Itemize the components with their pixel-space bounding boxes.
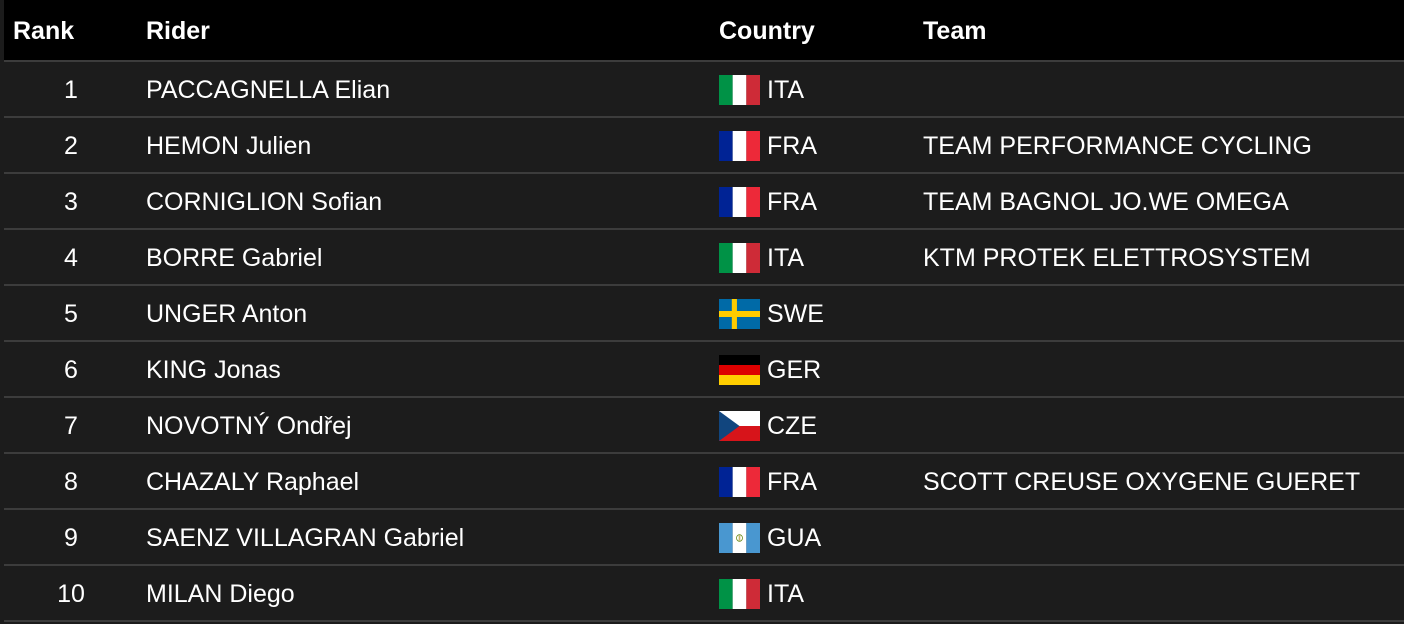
france-flag-icon [719,187,760,217]
team-name[interactable]: KTM PROTEK ELETTROSYSTEM [923,244,1311,272]
rank-cell: 10 [57,580,85,608]
italy-flag-icon [719,75,760,105]
country-code: ITA [767,580,805,608]
country-code: GER [767,356,822,384]
rider-name[interactable]: CHAZALY Raphael [146,468,360,496]
team-name[interactable]: TEAM BAGNOL JO.WE OMEGA [923,188,1289,216]
header-rider[interactable]: Rider [146,17,210,45]
france-flag-icon [719,131,760,161]
rank-cell: 4 [64,244,78,272]
rider-name[interactable]: CORNIGLION Sofian [146,188,383,216]
header-rank[interactable]: Rank [13,17,75,45]
table-header: Rank Rider Country Team [4,0,1404,60]
rider-name[interactable]: NOVOTNÝ Ondřej [146,412,352,440]
table-row: 3 CORNIGLION Sofian FRA TEAM BAGNOL JO.W… [4,172,1404,228]
table-row: 4 BORRE Gabriel ITA KTM PROTEK ELETTROSY… [4,228,1404,284]
rider-name[interactable]: PACCAGNELLA Elian [146,76,391,104]
country-code: FRA [767,468,817,496]
rank-cell: 8 [64,468,78,496]
italy-flag-icon [719,579,760,609]
rider-name[interactable]: BORRE Gabriel [146,244,323,272]
country-code: FRA [767,188,817,216]
header-team[interactable]: Team [923,17,987,45]
rank-cell: 9 [64,524,78,552]
country-code: SWE [767,300,824,328]
rider-name[interactable]: SAENZ VILLAGRAN Gabriel [146,524,465,552]
czechia-flag-icon [719,411,760,441]
rider-name[interactable]: KING Jonas [146,356,281,384]
table-row: 2 HEMON Julien FRA TEAM PERFORMANCE CYCL… [4,116,1404,172]
rank-cell: 6 [64,356,78,384]
team-name[interactable]: SCOTT CREUSE OXYGENE GUERET [923,468,1361,496]
country-code: CZE [767,412,817,440]
header-country[interactable]: Country [719,17,815,45]
table-row: 7 NOVOTNÝ Ondřej CZE [4,396,1404,452]
team-name[interactable]: TEAM PERFORMANCE CYCLING [923,132,1312,160]
italy-flag-icon [719,243,760,273]
guatemala-flag-icon [719,523,760,553]
table-bottom-divider [4,620,1404,622]
table-row: 6 KING Jonas GER [4,340,1404,396]
country-code: GUA [767,524,822,552]
rider-name[interactable]: HEMON Julien [146,132,312,160]
results-table: Rank Rider Country Team 1 PACCAGNELLA El… [4,0,1404,624]
rank-cell: 3 [64,188,78,216]
rank-cell: 1 [64,76,78,104]
rider-name[interactable]: UNGER Anton [146,300,308,328]
table-row: 8 CHAZALY Raphael FRA SCOTT CREUSE OXYGE… [4,452,1404,508]
rank-cell: 5 [64,300,78,328]
country-code: FRA [767,132,817,160]
rider-name[interactable]: MILAN Diego [146,580,295,608]
rank-cell: 2 [64,132,78,160]
country-code: ITA [767,76,805,104]
rank-cell: 7 [64,412,78,440]
table-row: 9 SAENZ VILLAGRAN Gabriel GUA [4,508,1404,564]
france-flag-icon [719,467,760,497]
country-code: ITA [767,244,805,272]
sweden-flag-icon [719,299,760,329]
germany-flag-icon [719,355,760,385]
table-row: 5 UNGER Anton SWE [4,284,1404,340]
table-row: 1 PACCAGNELLA Elian ITA [4,60,1404,116]
table-row: 10 MILAN Diego ITA [4,564,1404,620]
